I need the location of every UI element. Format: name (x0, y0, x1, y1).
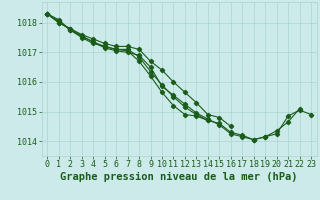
X-axis label: Graphe pression niveau de la mer (hPa): Graphe pression niveau de la mer (hPa) (60, 172, 298, 182)
